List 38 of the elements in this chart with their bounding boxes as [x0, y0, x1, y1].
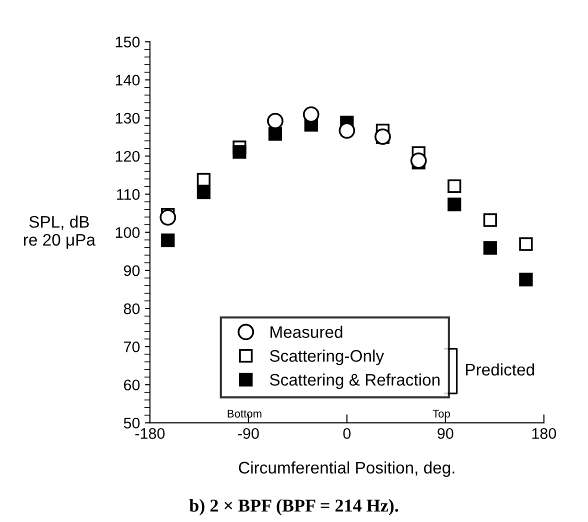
y-tick-label: 150: [116, 36, 140, 48]
point: [410, 152, 427, 169]
x-tick-label: -180: [135, 428, 165, 439]
point: [196, 172, 210, 187]
point: [483, 241, 497, 255]
y-tick-label: 60: [124, 380, 140, 390]
y-tick-label: 50: [124, 418, 140, 429]
point: [338, 122, 356, 139]
point: [196, 185, 210, 200]
text: b) 2 × BPF (BPF = 214 Hz).: [189, 499, 398, 516]
legend-label: Scattering & Refraction: [270, 373, 440, 390]
point: [519, 272, 533, 286]
y-axis-title: SPL, dB re 20 μPa: [24, 216, 96, 249]
point: [268, 127, 282, 141]
y-tick-label: 70: [124, 341, 140, 352]
annotation: Bottom: [228, 410, 262, 418]
point: [160, 209, 176, 226]
y-tick-label: 100: [116, 227, 140, 238]
point: [519, 237, 533, 251]
y-tick-label: 120: [116, 150, 140, 162]
point: [448, 198, 462, 212]
x-tick-label: 90: [438, 428, 454, 439]
point: [448, 179, 462, 193]
x-tick-label: -90: [238, 428, 259, 439]
legend-label: Measured: [270, 326, 342, 338]
x-tick-label: 0: [343, 428, 351, 439]
y-tick-label: 90: [124, 265, 140, 276]
y-tick-label: 110: [117, 189, 140, 200]
x-axis-title: Circumferential Position, deg.: [238, 461, 454, 477]
point: [232, 145, 246, 159]
legend-label: Scattering-Only: [270, 350, 384, 366]
y-tick-label: 80: [124, 303, 140, 314]
y-tick-label: 140: [116, 74, 140, 86]
legend-title: Predicted: [466, 363, 534, 376]
point: [483, 213, 497, 227]
point: [161, 233, 175, 248]
x-tick-label: 180: [532, 428, 556, 439]
y-tick-label: 130: [116, 112, 140, 124]
